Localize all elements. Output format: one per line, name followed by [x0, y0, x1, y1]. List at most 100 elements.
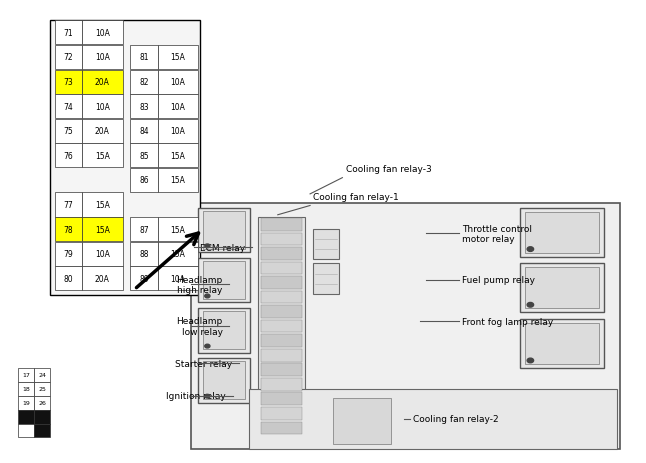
Bar [333, 398, 391, 444]
Bar [261, 349, 302, 362]
Bar [261, 320, 302, 333]
Text: 73: 73 [63, 78, 74, 87]
Bar [55, 218, 82, 242]
Text: Cooling fan relay-3: Cooling fan relay-3 [346, 165, 432, 174]
Text: 87: 87 [140, 225, 149, 234]
Bar [18, 396, 34, 410]
Bar [55, 70, 82, 94]
Bar [261, 407, 302, 420]
Bar [313, 229, 339, 259]
Bar [55, 193, 82, 217]
Bar [158, 242, 198, 266]
Text: 15A: 15A [95, 151, 110, 161]
Text: Front fog lamp relay: Front fog lamp relay [462, 317, 553, 326]
Bar [82, 70, 123, 94]
Text: 85: 85 [140, 151, 149, 161]
Bar [261, 422, 302, 434]
Text: Cooling fan relay-2: Cooling fan relay-2 [413, 414, 499, 424]
Bar [525, 212, 599, 253]
Text: 76: 76 [63, 151, 74, 161]
Bar [130, 46, 158, 70]
Bar [82, 267, 123, 291]
Bar [258, 218, 305, 435]
Bar [261, 276, 302, 289]
Text: 24: 24 [38, 373, 47, 377]
Bar [261, 262, 302, 275]
Bar [520, 208, 604, 257]
Bar [203, 212, 245, 250]
Text: 15A: 15A [171, 176, 185, 185]
Bar [55, 242, 82, 266]
Text: 15A: 15A [171, 53, 185, 63]
Circle shape [205, 344, 210, 348]
Bar [130, 242, 158, 266]
Circle shape [205, 294, 210, 298]
Text: 10A: 10A [171, 274, 185, 283]
Bar [82, 119, 123, 144]
Text: 19: 19 [22, 400, 30, 405]
Text: 10A: 10A [171, 102, 185, 112]
Bar [525, 323, 599, 364]
Bar [18, 382, 34, 396]
Bar [191, 204, 620, 449]
Bar [130, 218, 158, 242]
Bar [130, 267, 158, 291]
Bar [130, 95, 158, 119]
Bar [34, 396, 50, 410]
Text: Ignition relay: Ignition relay [167, 391, 226, 400]
Text: 20A: 20A [95, 274, 110, 283]
Text: 86: 86 [140, 176, 149, 185]
Bar [82, 193, 123, 217]
Text: 17: 17 [22, 373, 30, 377]
Text: 81: 81 [140, 53, 149, 63]
Bar [82, 46, 123, 70]
Text: 84: 84 [140, 127, 149, 136]
Bar [34, 424, 50, 438]
Text: 15A: 15A [171, 151, 185, 161]
Circle shape [527, 358, 534, 363]
Bar [198, 308, 250, 353]
Bar [82, 144, 123, 168]
Bar [55, 21, 82, 45]
Text: 10A: 10A [95, 102, 110, 112]
Bar [261, 335, 302, 347]
Bar [18, 424, 34, 438]
Bar [158, 144, 198, 168]
Bar [158, 95, 198, 119]
Bar [158, 267, 198, 291]
Bar [130, 70, 158, 94]
Bar [82, 21, 123, 45]
Bar [55, 46, 82, 70]
Bar [261, 248, 302, 260]
Bar [261, 393, 302, 405]
Circle shape [527, 303, 534, 307]
Text: 15A: 15A [95, 200, 110, 210]
Circle shape [205, 244, 210, 248]
Bar [50, 21, 200, 295]
Text: Fuel pump relay: Fuel pump relay [462, 275, 535, 285]
Text: 82: 82 [140, 78, 149, 87]
Text: 79: 79 [63, 250, 74, 259]
Text: 74: 74 [63, 102, 74, 112]
Bar [198, 358, 250, 403]
Circle shape [527, 247, 534, 252]
Bar [158, 46, 198, 70]
Bar [158, 70, 198, 94]
Bar [82, 218, 123, 242]
Bar [55, 144, 82, 168]
Text: 10A: 10A [95, 250, 110, 259]
Text: 89: 89 [140, 274, 149, 283]
Bar [130, 169, 158, 193]
Bar [203, 362, 245, 400]
Text: 15A: 15A [171, 250, 185, 259]
Text: 25: 25 [38, 387, 47, 391]
Bar [313, 264, 339, 294]
Bar [18, 410, 34, 424]
Text: ECM relay: ECM relay [200, 243, 245, 252]
Text: Cooling fan relay-1: Cooling fan relay-1 [313, 193, 399, 201]
Bar [261, 233, 302, 246]
Circle shape [205, 394, 210, 398]
Bar [198, 208, 250, 253]
Text: 77: 77 [63, 200, 74, 210]
Text: Headlamp
low relay: Headlamp low relay [176, 317, 223, 336]
